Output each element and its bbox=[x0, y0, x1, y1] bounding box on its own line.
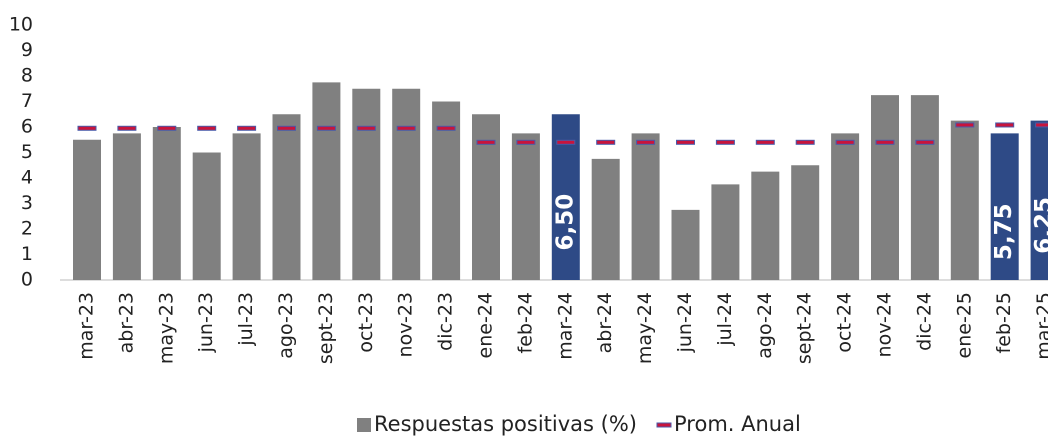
value-label: 6,50 bbox=[552, 194, 578, 251]
bar bbox=[511, 133, 540, 280]
avg-dash bbox=[277, 125, 296, 131]
avg-dash bbox=[915, 139, 935, 145]
avg-dash bbox=[795, 139, 815, 145]
bar bbox=[392, 88, 421, 280]
y-tick-label: 0 bbox=[21, 269, 33, 291]
x-tick-label: ago-24 bbox=[754, 292, 776, 359]
bar bbox=[192, 152, 221, 280]
x-tick-label: nov-23 bbox=[395, 292, 417, 357]
bar bbox=[152, 127, 181, 280]
bar bbox=[831, 133, 860, 280]
bar bbox=[671, 209, 700, 280]
bar bbox=[352, 88, 381, 280]
avg-dash bbox=[835, 139, 855, 145]
x-tick-label: feb-25 bbox=[993, 292, 1015, 353]
avg-dash bbox=[676, 139, 695, 145]
avg-dash bbox=[715, 139, 735, 145]
x-tick-label: oct-23 bbox=[355, 292, 377, 353]
legend-swatch bbox=[656, 422, 672, 428]
x-tick-label: jun-24 bbox=[674, 292, 696, 353]
bar bbox=[711, 184, 740, 280]
x-tick-label: sept-24 bbox=[794, 292, 816, 364]
bar bbox=[990, 133, 1019, 280]
y-tick-label: 6 bbox=[21, 116, 33, 138]
avg-dash bbox=[356, 125, 376, 131]
bar bbox=[73, 139, 101, 280]
avg-dash bbox=[77, 125, 97, 131]
avg-dash bbox=[157, 125, 177, 131]
bar bbox=[1030, 120, 1048, 280]
avg-dash bbox=[237, 125, 257, 131]
bar bbox=[232, 133, 261, 280]
x-tick-label: oct-24 bbox=[834, 292, 856, 353]
legend-label: Prom. Anual bbox=[674, 412, 801, 436]
y-tick-label: 5 bbox=[21, 141, 33, 163]
y-tick-label: 9 bbox=[21, 39, 33, 61]
y-tick-label: 1 bbox=[21, 243, 33, 265]
avg-dash bbox=[516, 139, 536, 145]
x-tick-label: ene-25 bbox=[953, 292, 975, 358]
avg-dash bbox=[636, 139, 656, 145]
x-tick-label: abr-24 bbox=[594, 292, 616, 353]
x-tick-label: may-24 bbox=[634, 292, 656, 364]
y-tick-label: 10 bbox=[9, 14, 33, 36]
legend-label: Respuestas positivas (%) bbox=[374, 412, 637, 436]
value-label: 6,25 bbox=[1031, 197, 1048, 254]
bar bbox=[112, 133, 141, 280]
x-tick-label: abr-23 bbox=[115, 292, 137, 353]
x-tick-label: mar-23 bbox=[76, 292, 98, 360]
x-tick-label: ene-24 bbox=[475, 292, 497, 358]
y-tick-label: 2 bbox=[21, 218, 33, 240]
bar bbox=[272, 114, 301, 280]
avg-dash bbox=[755, 139, 775, 145]
avg-dash bbox=[396, 125, 416, 131]
bar bbox=[751, 171, 780, 280]
avg-dash bbox=[1035, 122, 1048, 128]
legend-swatch bbox=[357, 418, 371, 432]
x-tick-label: jul-23 bbox=[235, 292, 257, 347]
avg-dash bbox=[476, 139, 496, 145]
bar bbox=[472, 114, 500, 280]
avg-dash bbox=[995, 122, 1015, 128]
avg-dash bbox=[875, 139, 895, 145]
x-tick-label: feb-24 bbox=[514, 292, 536, 353]
bar bbox=[950, 120, 979, 280]
avg-dash bbox=[955, 122, 975, 128]
bar bbox=[312, 82, 341, 280]
x-tick-label: may-23 bbox=[155, 292, 177, 364]
avg-dash bbox=[556, 139, 576, 145]
x-tick-label: sept-23 bbox=[315, 292, 337, 364]
y-tick-label: 3 bbox=[21, 192, 33, 214]
y-tick-label: 4 bbox=[21, 167, 33, 189]
x-tick-label: nov-24 bbox=[874, 292, 896, 357]
bar bbox=[871, 95, 899, 280]
avg-dash bbox=[197, 125, 217, 131]
x-tick-label: dic-23 bbox=[435, 292, 457, 351]
avg-dash bbox=[316, 125, 336, 131]
bar bbox=[910, 95, 939, 280]
x-tick-label: dic-24 bbox=[913, 292, 935, 351]
avg-dash bbox=[436, 125, 456, 131]
bar bbox=[591, 158, 620, 280]
y-tick-label: 7 bbox=[21, 90, 33, 112]
bar bbox=[631, 133, 660, 280]
avg-dash bbox=[596, 139, 616, 145]
avg-dash bbox=[117, 125, 137, 131]
x-tick-label: mar-25 bbox=[1033, 292, 1048, 360]
bar bbox=[432, 101, 461, 280]
bar bbox=[791, 165, 820, 280]
x-tick-label: jul-24 bbox=[714, 292, 736, 347]
x-tick-label: ago-23 bbox=[275, 292, 297, 359]
x-tick-label: jun-23 bbox=[195, 292, 217, 353]
y-tick-label: 8 bbox=[21, 65, 33, 87]
x-tick-label: mar-24 bbox=[554, 292, 576, 360]
value-label: 5,75 bbox=[991, 203, 1017, 260]
